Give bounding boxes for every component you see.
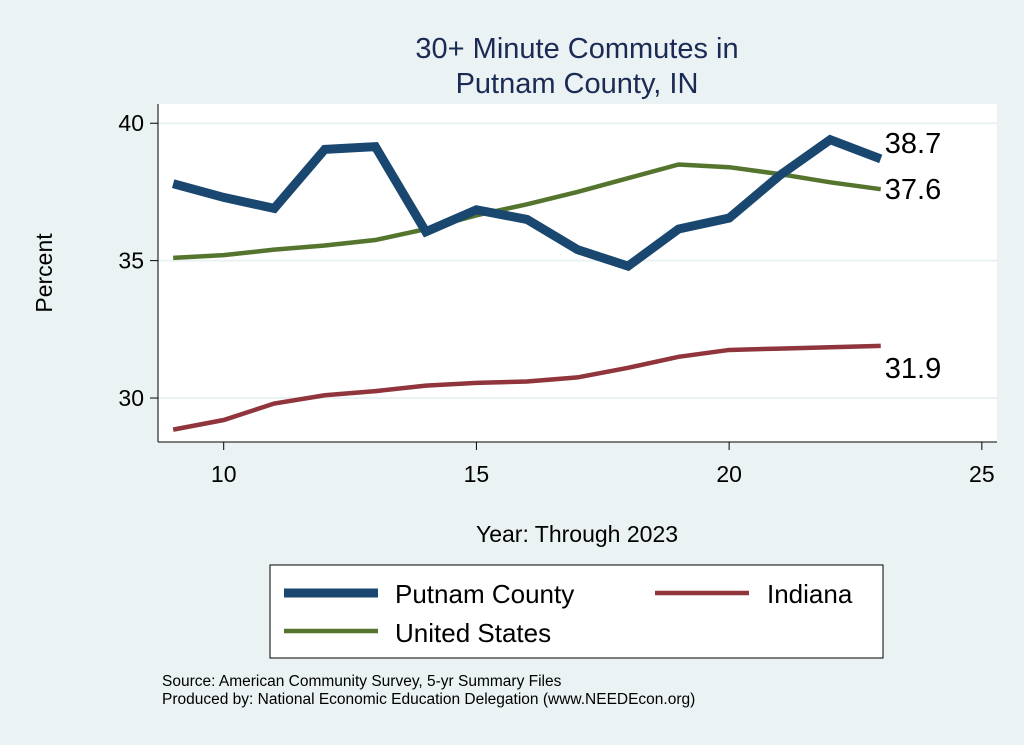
x-tick-label-15: 15: [464, 461, 490, 487]
end-label-united-states: 37.6: [885, 174, 941, 206]
y-tick-label-35: 35: [118, 248, 144, 274]
chart-title-line-2: Putnam County, IN: [456, 68, 699, 100]
x-tick-label-20: 20: [716, 461, 742, 487]
x-tick-label-10: 10: [211, 461, 237, 487]
legend-label-indiana: Indiana: [767, 579, 853, 609]
legend-label-putnam: Putnam County: [395, 579, 574, 609]
series-line-putnam-county: [171, 134, 883, 272]
chart-title-line-1: 30+ Minute Commutes in: [415, 33, 738, 65]
legend-label-us: United States: [395, 618, 551, 648]
produced-note: Produced by: National Economic Education…: [162, 691, 696, 708]
y-tick-label-40: 40: [118, 110, 144, 136]
legend: Putnam County Indiana United States: [269, 564, 884, 659]
source-note: Source: American Community Survey, 5-yr …: [162, 673, 562, 690]
series-line-indiana: [172, 343, 881, 432]
plot-area: [158, 104, 997, 442]
end-label-indiana: 31.9: [885, 353, 941, 385]
series-line-united-states: [173, 162, 882, 261]
x-axis-label: Year: Through 2023: [476, 521, 678, 547]
x-tick-label-25: 25: [969, 461, 995, 487]
end-label-putnam-county: 38.7: [885, 128, 941, 160]
y-axis-label: Percent: [31, 233, 57, 313]
y-tick-label-30: 30: [118, 385, 144, 411]
